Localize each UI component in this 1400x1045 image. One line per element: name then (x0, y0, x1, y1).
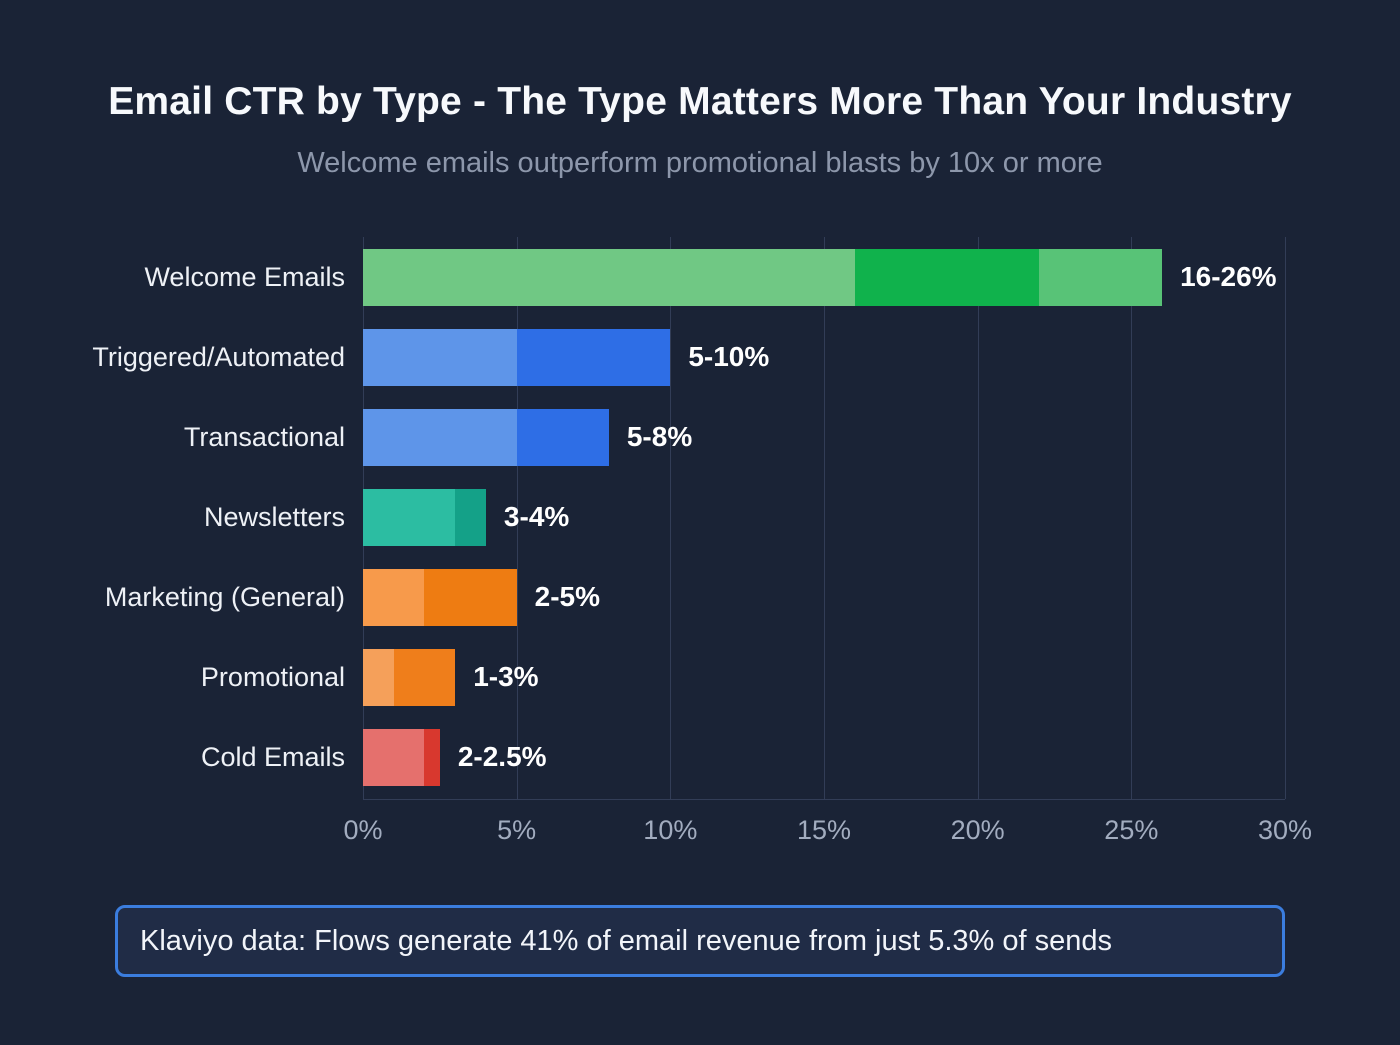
bar-segment (516, 328, 671, 386)
bar-segment (393, 648, 456, 706)
x-tick-label: 15% (796, 815, 852, 845)
bar-segment (424, 728, 440, 786)
x-tick-label: 0% (343, 815, 383, 845)
gridline (977, 237, 979, 799)
category-label-promotional: Promotional (200, 661, 345, 692)
category-labels: Welcome Emails Triggered/Automated Transac… (0, 237, 345, 800)
x-tick-label: 25% (1104, 815, 1159, 845)
bar-segment (363, 408, 517, 466)
x-axis-ticks: 0% 5% 10% 15% 20% 25% 30% (343, 815, 1312, 851)
bar-transactional (363, 408, 609, 466)
category-label-marketing-general: Marketing (General) (104, 581, 345, 612)
x-tick-label: 20% (950, 815, 1005, 845)
gridline (516, 237, 518, 799)
chart-rows: 16-26% 5-10% 5-8% 3-4% 2-5% 1-3% 2-2.5% (363, 237, 1285, 800)
bar-promotional (363, 648, 456, 706)
gridline (1131, 237, 1133, 799)
bar-welcome-emails (363, 248, 1163, 306)
value-label-promotional: 1-3% (473, 661, 539, 692)
chart-row-marketing-general: 2-5% (363, 557, 1285, 637)
bar-triggered-automated (363, 328, 671, 386)
x-tick-label: 30% (1257, 815, 1313, 845)
bar-marketing-general (363, 568, 517, 626)
value-label-triggered-automated: 5-10% (688, 341, 770, 372)
chart-row-triggered-automated: 5-10% (363, 317, 1285, 397)
chart-row-welcome-emails: 16-26% (363, 237, 1285, 317)
bar-segment (455, 488, 486, 546)
category-label-triggered-automated: Triggered/Automated (92, 341, 345, 372)
gridline (824, 237, 825, 799)
gridline (1285, 237, 1286, 799)
value-label-newsletters: 3-4% (503, 501, 570, 532)
footnote-text: Klaviyo data: Flows generate 41% of emai… (140, 924, 1113, 957)
bar-segment (363, 728, 425, 786)
footnote-box: Klaviyo data: Flows generate 41% of emai… (115, 905, 1285, 977)
value-label-marketing-general: 2-5% (534, 581, 601, 612)
chart-row-cold-emails: 2-2.5% (363, 717, 1285, 797)
gridline (670, 237, 672, 799)
x-tick-label: 10% (643, 815, 698, 845)
category-label-transactional: Transactional (183, 421, 345, 452)
bar-segment (363, 648, 394, 706)
bar-chart: 16-26% 5-10% 5-8% 3-4% 2-5% 1-3% 2-2.5% (363, 237, 1286, 800)
chart-row-newsletters: 3-4% (363, 477, 1285, 557)
chart-row-promotional: 1-3% (363, 637, 1285, 717)
bar-segment (363, 248, 855, 306)
bar-segment (363, 328, 517, 386)
bar-newsletters (363, 488, 486, 546)
bar-segment (363, 568, 425, 626)
bar-segment (1039, 248, 1163, 306)
bar-segment (363, 488, 456, 546)
category-label-newsletters: Newsletters (203, 501, 345, 532)
category-label-welcome-emails: Welcome Emails (144, 261, 345, 292)
category-label-cold-emails: Cold Emails (200, 741, 345, 772)
value-label-cold-emails: 2-2.5% (457, 741, 547, 772)
bar-segment (424, 568, 517, 626)
bar-segment (516, 408, 609, 466)
x-tick-label: 5% (497, 815, 537, 845)
page-subtitle: Welcome emails outperform promotional bl… (297, 147, 1103, 179)
value-label-transactional: 5-8% (626, 421, 693, 452)
bar-cold-emails (363, 728, 440, 786)
page-title: Email CTR by Type - The Type Matters Mor… (108, 80, 1292, 123)
bar-segment (854, 248, 1040, 306)
value-label-welcome-emails: 16-26% (1180, 261, 1277, 292)
chart-row-transactional: 5-8% (363, 397, 1285, 477)
